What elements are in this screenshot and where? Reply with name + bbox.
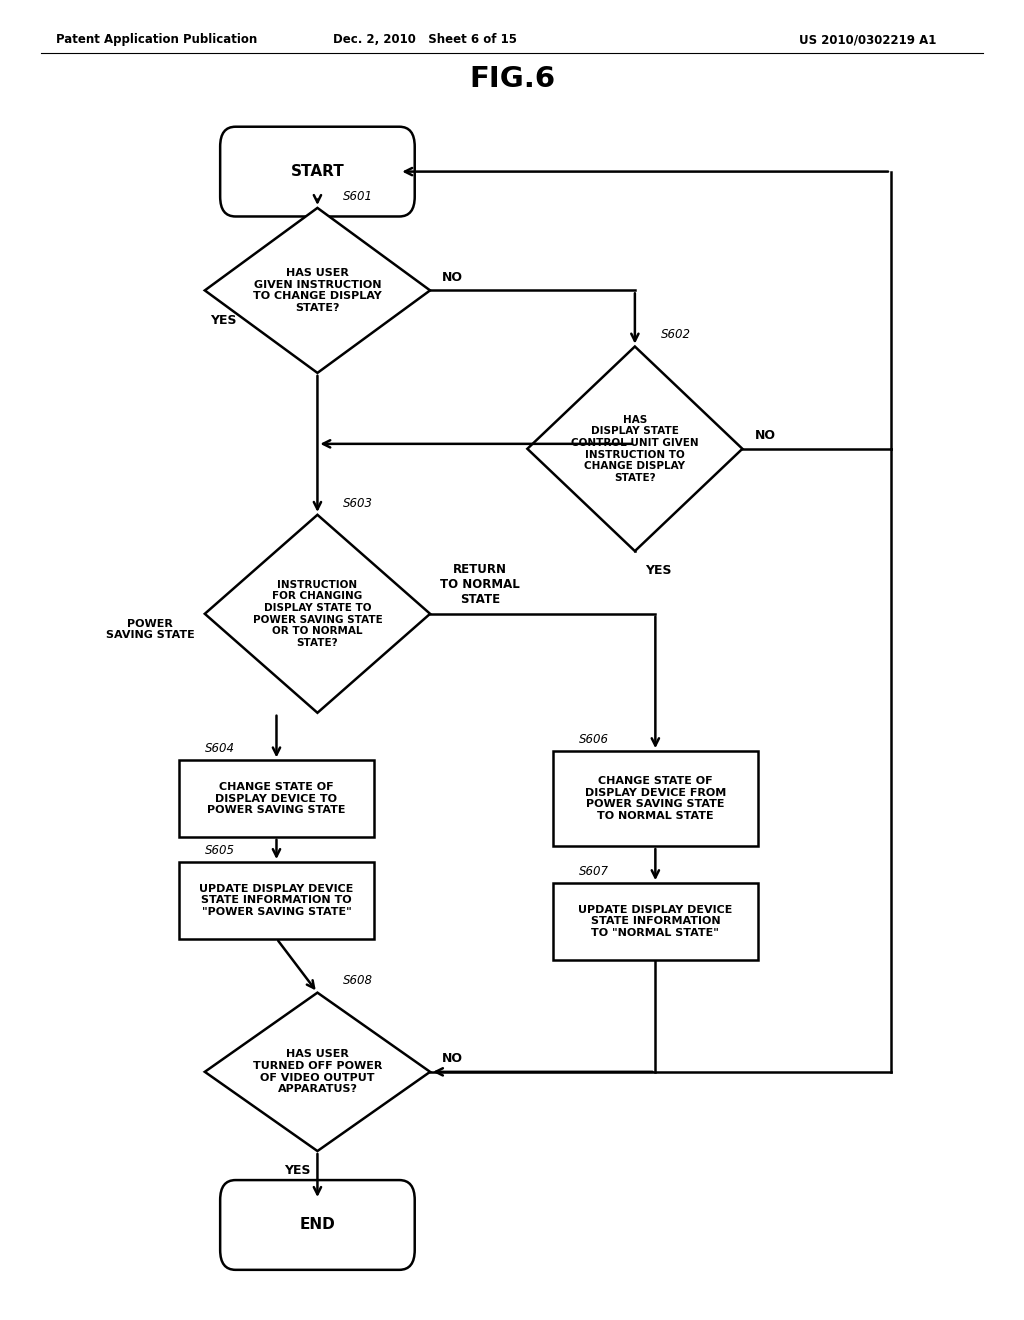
Text: HAS USER
TURNED OFF POWER
OF VIDEO OUTPUT
APPARATUS?: HAS USER TURNED OFF POWER OF VIDEO OUTPU…: [253, 1049, 382, 1094]
Text: UPDATE DISPLAY DEVICE
STATE INFORMATION TO
"POWER SAVING STATE": UPDATE DISPLAY DEVICE STATE INFORMATION …: [200, 883, 353, 917]
Text: FIG.6: FIG.6: [469, 65, 555, 94]
FancyBboxPatch shape: [220, 1180, 415, 1270]
Bar: [553, 751, 758, 846]
Text: INSTRUCTION
FOR CHANGING
DISPLAY STATE TO
POWER SAVING STATE
OR TO NORMAL
STATE?: INSTRUCTION FOR CHANGING DISPLAY STATE T…: [253, 579, 382, 648]
Text: YES: YES: [284, 1164, 310, 1177]
Text: S602: S602: [660, 329, 690, 341]
Text: S606: S606: [579, 733, 608, 746]
Text: S605: S605: [205, 843, 234, 857]
Text: UPDATE DISPLAY DEVICE
STATE INFORMATION
TO "NORMAL STATE": UPDATE DISPLAY DEVICE STATE INFORMATION …: [579, 904, 732, 939]
Text: NO: NO: [442, 271, 464, 284]
FancyBboxPatch shape: [220, 127, 415, 216]
Text: S607: S607: [579, 865, 608, 878]
Text: CHANGE STATE OF
DISPLAY DEVICE TO
POWER SAVING STATE: CHANGE STATE OF DISPLAY DEVICE TO POWER …: [207, 781, 346, 816]
Text: START: START: [291, 164, 344, 180]
Text: HAS USER
GIVEN INSTRUCTION
TO CHANGE DISPLAY
STATE?: HAS USER GIVEN INSTRUCTION TO CHANGE DIS…: [253, 268, 382, 313]
Text: S601: S601: [343, 190, 373, 202]
Text: END: END: [300, 1217, 335, 1233]
Text: YES: YES: [210, 314, 237, 327]
Text: CHANGE STATE OF
DISPLAY DEVICE FROM
POWER SAVING STATE
TO NORMAL STATE: CHANGE STATE OF DISPLAY DEVICE FROM POWE…: [585, 776, 726, 821]
Text: Patent Application Publication: Patent Application Publication: [56, 33, 258, 46]
Text: S603: S603: [343, 496, 373, 510]
Bar: [553, 883, 758, 960]
Text: US 2010/0302219 A1: US 2010/0302219 A1: [799, 33, 936, 46]
Text: NO: NO: [755, 429, 776, 442]
Text: S604: S604: [205, 742, 234, 755]
Bar: [179, 862, 374, 939]
Text: HAS
DISPLAY STATE
CONTROL UNIT GIVEN
INSTRUCTION TO
CHANGE DISPLAY
STATE?: HAS DISPLAY STATE CONTROL UNIT GIVEN INS…: [571, 414, 698, 483]
Text: POWER
SAVING STATE: POWER SAVING STATE: [105, 619, 195, 640]
Bar: [179, 760, 374, 837]
Text: S608: S608: [343, 974, 373, 987]
Polygon shape: [205, 515, 430, 713]
Polygon shape: [205, 993, 430, 1151]
Text: Dec. 2, 2010   Sheet 6 of 15: Dec. 2, 2010 Sheet 6 of 15: [333, 33, 517, 46]
Text: RETURN
TO NORMAL
STATE: RETURN TO NORMAL STATE: [440, 564, 520, 606]
Polygon shape: [205, 207, 430, 372]
Polygon shape: [527, 346, 742, 552]
Text: NO: NO: [442, 1052, 464, 1065]
Text: YES: YES: [645, 565, 672, 577]
